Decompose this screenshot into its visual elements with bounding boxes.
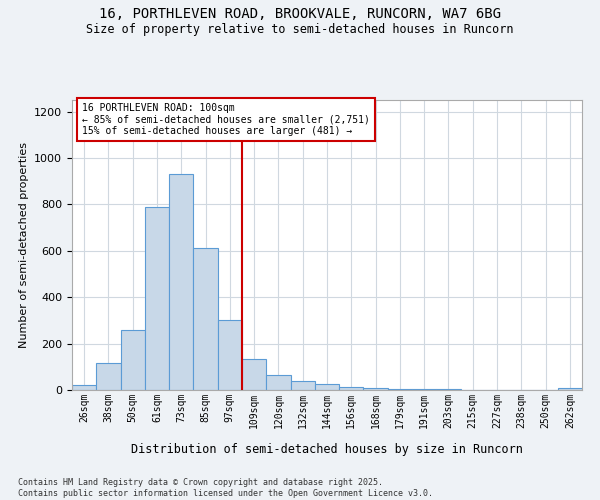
Text: Size of property relative to semi-detached houses in Runcorn: Size of property relative to semi-detach… [86,22,514,36]
Bar [145,206,169,390]
Bar [436,389,461,390]
Bar [96,364,121,390]
Text: 16, PORTHLEVEN ROAD, BROOKVALE, RUNCORN, WA7 6BG: 16, PORTHLEVEN ROAD, BROOKVALE, RUNCORN,… [99,8,501,22]
Bar [242,358,266,390]
Text: Distribution of semi-detached houses by size in Runcorn: Distribution of semi-detached houses by … [131,442,523,456]
Bar [339,386,364,390]
Bar [266,375,290,390]
Bar [218,320,242,390]
Bar [290,381,315,390]
Bar [315,384,339,390]
Bar [388,389,412,390]
Bar [169,174,193,390]
Bar [72,386,96,390]
Text: Contains HM Land Registry data © Crown copyright and database right 2025.
Contai: Contains HM Land Registry data © Crown c… [18,478,433,498]
Bar [412,389,436,390]
Bar [121,330,145,390]
Bar [558,388,582,390]
Bar [193,248,218,390]
Y-axis label: Number of semi-detached properties: Number of semi-detached properties [19,142,29,348]
Text: 16 PORTHLEVEN ROAD: 100sqm
← 85% of semi-detached houses are smaller (2,751)
15%: 16 PORTHLEVEN ROAD: 100sqm ← 85% of semi… [82,103,370,136]
Bar [364,388,388,390]
